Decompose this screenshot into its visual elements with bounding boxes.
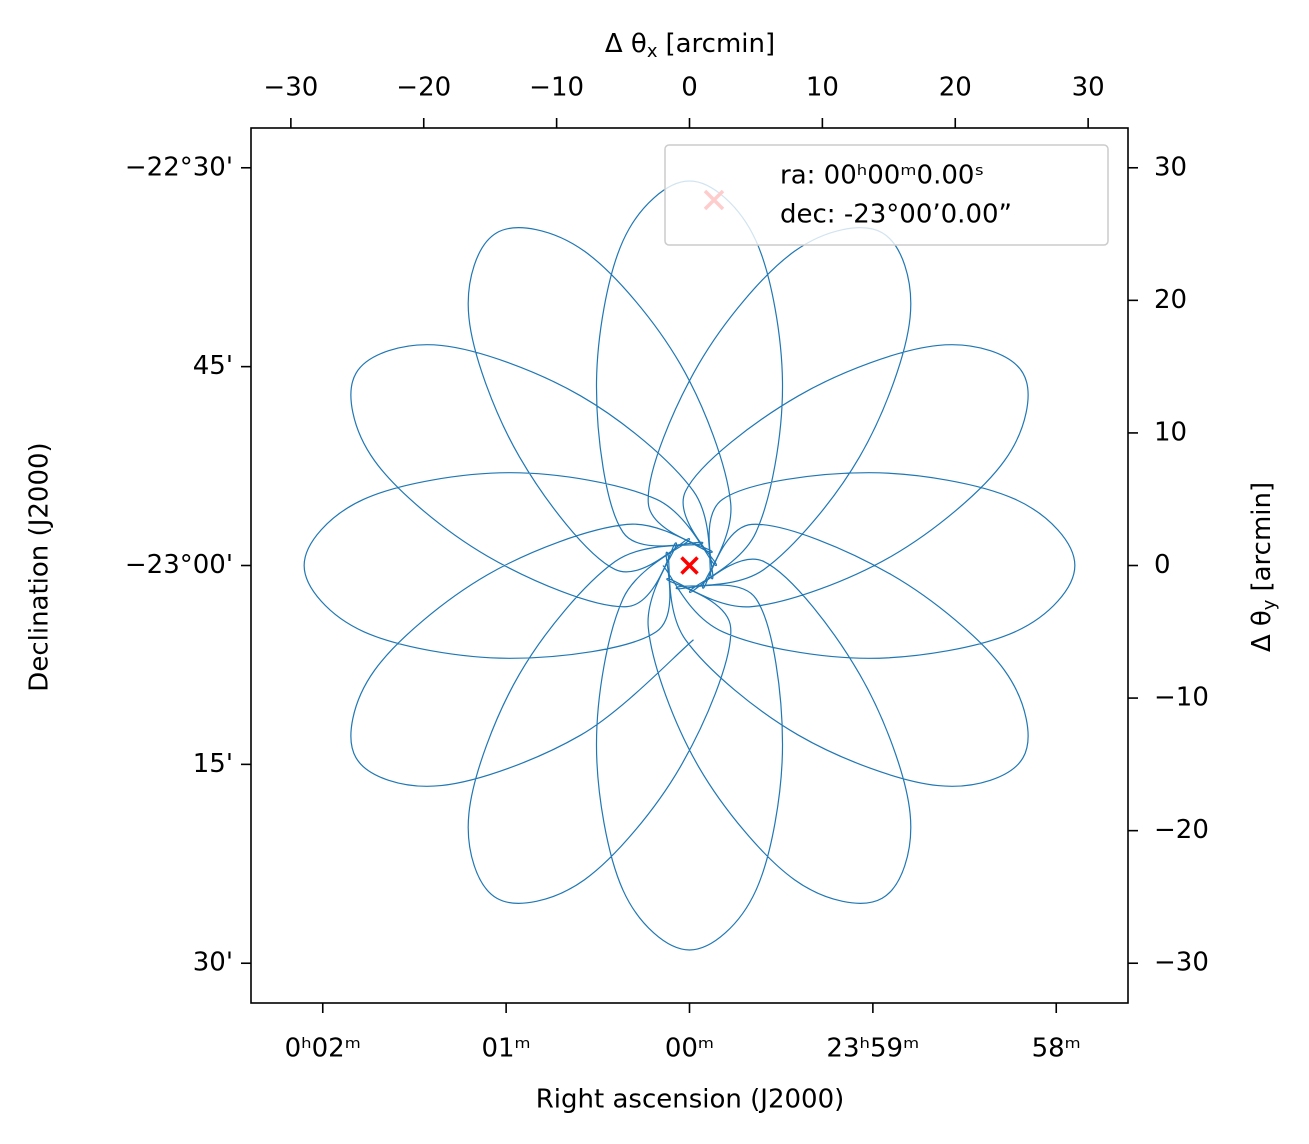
top-axis-label: Δ θx [arcmin] — [605, 29, 775, 63]
point — [680, 556, 699, 575]
x2-tick-label: 30 — [1072, 73, 1105, 103]
legend-label: ra: 00ʰ00ᵐ0.00ˢ — [780, 161, 984, 191]
x2-tick-label: −10 — [529, 73, 584, 103]
y-axis-label: Declination (J2000) — [25, 442, 55, 691]
y2-tick-label: 20 — [1154, 285, 1187, 315]
symbol: Δ θ — [605, 29, 647, 59]
y-tick-label: −22°30' — [125, 152, 233, 182]
y-tick-label: −23°00' — [125, 550, 233, 580]
x-tick-label: 0ʰ02ᵐ — [285, 1034, 361, 1064]
y-tick-label: 30' — [193, 948, 233, 978]
x2-tick-label: 0 — [681, 73, 698, 103]
marker-stroke — [680, 556, 699, 575]
legend-label: dec: -23°00’0.00” — [780, 200, 1012, 230]
scan-line — [303, 180, 1076, 951]
legend: ra: 00ʰ00ᵐ0.00ˢ dec: -23°00’0.00” — [664, 144, 1109, 246]
y2-tick-label: 0 — [1154, 550, 1171, 580]
x2-tick-label: −20 — [396, 73, 451, 103]
y2-tick-label: 30 — [1154, 152, 1187, 182]
y2-tick-label: −30 — [1154, 948, 1209, 978]
x-tick-label: 00ᵐ — [665, 1034, 714, 1064]
legend-box — [664, 144, 1109, 246]
plot-area — [303, 180, 1076, 951]
y2-tick-label: −10 — [1154, 683, 1209, 713]
subscript: x — [647, 41, 658, 62]
x-tick-label: 23ʰ59ᵐ — [826, 1034, 919, 1064]
y2-tick-label: 10 — [1154, 417, 1187, 447]
subscript: y — [1259, 599, 1280, 610]
x-tick-label: 01ᵐ — [481, 1034, 530, 1064]
y-tick-label: 15' — [193, 749, 233, 779]
right-axis-label: Δ θy [arcmin] — [1247, 482, 1281, 652]
x-axis-label: Right ascension (J2000) — [536, 1085, 845, 1115]
y-tick-label: 45' — [193, 351, 233, 381]
symbol: Δ θ — [1247, 610, 1277, 652]
x2-tick-label: 10 — [806, 73, 839, 103]
x2-tick-label: 20 — [939, 73, 972, 103]
unit: [arcmin] — [1247, 482, 1277, 592]
x-tick-label: 58ᵐ — [1032, 1034, 1081, 1064]
unit: [arcmin] — [665, 29, 775, 59]
y2-tick-label: −20 — [1154, 815, 1209, 845]
x2-tick-label: −30 — [263, 73, 318, 103]
